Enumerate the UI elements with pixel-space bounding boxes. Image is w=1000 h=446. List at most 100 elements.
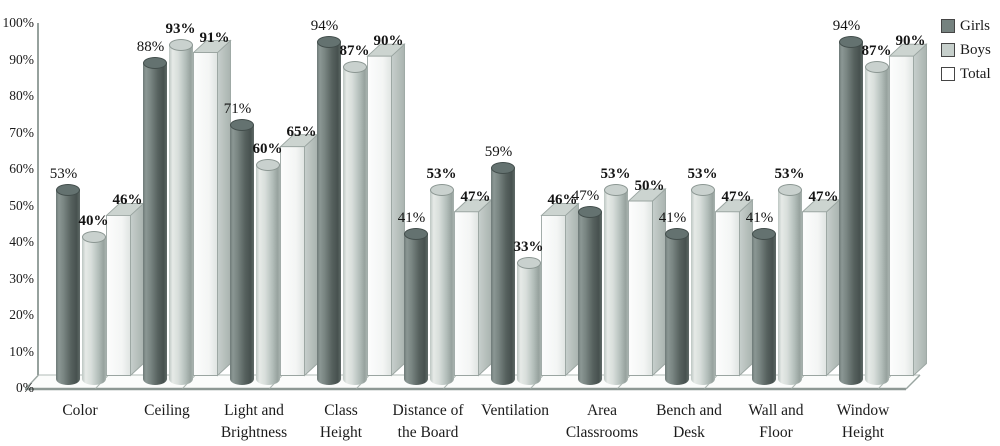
y-axis-tick: 80% bbox=[9, 88, 34, 103]
data-label: 59% bbox=[484, 144, 513, 161]
category-label: Light and Brightness bbox=[220, 402, 288, 441]
data-label: 87% bbox=[861, 43, 892, 60]
bar-boys-4-top bbox=[429, 184, 454, 197]
bar-girls-3-top bbox=[316, 35, 341, 48]
y-axis-tick: 40% bbox=[9, 234, 34, 249]
data-label: 53% bbox=[426, 166, 457, 183]
bar-girls-4-top bbox=[403, 227, 428, 240]
y-axis-tick: 70% bbox=[9, 124, 34, 140]
bar-total-0 bbox=[105, 202, 145, 377]
bar-girls-1 bbox=[142, 63, 167, 379]
category-label: Window Height bbox=[836, 402, 890, 441]
data-label: 53% bbox=[687, 166, 718, 183]
data-label: 41% bbox=[658, 209, 687, 226]
bar-girls-3 bbox=[316, 41, 341, 379]
data-label: 90% bbox=[895, 33, 926, 50]
bar-total-3 bbox=[366, 43, 406, 377]
bar-girls-2 bbox=[229, 124, 254, 379]
y-axis-tick: 100% bbox=[2, 15, 35, 30]
data-label: 47% bbox=[460, 188, 491, 205]
data-label: 41% bbox=[397, 209, 426, 226]
y-axis-tick: 0% bbox=[16, 380, 34, 395]
bar-girls-2-top bbox=[229, 118, 254, 131]
data-label: 46% bbox=[547, 192, 578, 209]
bar-girls-8 bbox=[751, 233, 776, 379]
boys-swatch-icon bbox=[941, 43, 955, 57]
data-label: 91% bbox=[199, 29, 230, 46]
bar-boys-2 bbox=[255, 164, 280, 379]
data-label: 47% bbox=[721, 188, 752, 205]
bar-girls-6-top bbox=[577, 205, 602, 218]
data-label: 65% bbox=[286, 123, 317, 140]
bar-total-2 bbox=[279, 133, 319, 377]
category-label: Area Classrooms bbox=[565, 402, 639, 441]
data-label: 94% bbox=[310, 17, 339, 34]
y-axis-tick: 90% bbox=[9, 51, 34, 67]
bar-boys-2-top bbox=[255, 158, 280, 171]
bar-total-5 bbox=[540, 202, 580, 377]
total-swatch-icon bbox=[941, 67, 955, 81]
data-label: 53% bbox=[774, 166, 805, 183]
data-label: 87% bbox=[339, 43, 370, 60]
bar-boys-9 bbox=[864, 67, 889, 379]
data-label: 46% bbox=[112, 192, 143, 209]
category-label: Ventilation bbox=[480, 402, 550, 419]
bar-girls-5 bbox=[490, 168, 515, 379]
bar-total-6 bbox=[627, 187, 667, 377]
category-label: Color bbox=[62, 402, 98, 419]
data-label: 93% bbox=[165, 21, 196, 38]
bar-boys-7 bbox=[690, 190, 715, 379]
bar-boys-7-top bbox=[690, 184, 715, 197]
bar-girls-7-top bbox=[664, 227, 689, 240]
bar-girls-8-top bbox=[751, 227, 776, 240]
bar-girls-4 bbox=[403, 233, 428, 379]
bar-boys-5 bbox=[516, 262, 541, 379]
bar-boys-5-top bbox=[516, 256, 541, 269]
legend-item-boys: Boys bbox=[941, 42, 991, 58]
legend-item-total: Total bbox=[941, 66, 991, 82]
bar-boys-1-top bbox=[168, 39, 193, 52]
bar-boys-3-top bbox=[342, 61, 367, 74]
girls-swatch-icon bbox=[941, 19, 955, 33]
bar-total-8 bbox=[801, 198, 841, 377]
bar-boys-9-top bbox=[864, 61, 889, 74]
bar-girls-7 bbox=[664, 233, 689, 379]
bar-total-1 bbox=[192, 39, 232, 377]
bar-total-4 bbox=[453, 198, 493, 377]
bar-boys-6-top bbox=[603, 184, 628, 197]
bar-boys-8-top bbox=[777, 184, 802, 197]
legend-label: Total bbox=[960, 66, 991, 82]
data-label: 90% bbox=[373, 33, 404, 50]
data-label: 33% bbox=[513, 238, 544, 255]
bar-girls-5-top bbox=[490, 162, 515, 175]
data-label: 41% bbox=[745, 209, 774, 226]
data-label: 94% bbox=[832, 17, 861, 34]
bar-girls-6 bbox=[577, 211, 602, 379]
bar-boys-8 bbox=[777, 190, 802, 379]
bar-boys-6 bbox=[603, 190, 628, 379]
bar-girls-9-top bbox=[838, 35, 863, 48]
y-axis-tick: 30% bbox=[9, 270, 34, 286]
category-label: Ceiling bbox=[144, 402, 190, 419]
category-label: Distance of the Board bbox=[392, 402, 464, 441]
bar-boys-3 bbox=[342, 67, 367, 379]
data-label: 40% bbox=[78, 213, 109, 230]
data-label: 53% bbox=[600, 166, 631, 183]
data-label: 60% bbox=[252, 140, 283, 157]
data-label: 47% bbox=[571, 187, 600, 204]
data-label: 47% bbox=[808, 188, 839, 205]
data-label: 88% bbox=[136, 39, 165, 56]
total-series-bars bbox=[95, 39, 928, 389]
category-label: Wall and Floor bbox=[748, 402, 804, 441]
category-label: Class Height bbox=[319, 402, 363, 441]
data-label: 71% bbox=[223, 100, 252, 117]
data-label: 53% bbox=[49, 166, 78, 183]
bar-total-9 bbox=[888, 43, 928, 377]
y-axis-tick: 20% bbox=[9, 307, 34, 322]
bar-boys-0-top bbox=[81, 231, 106, 244]
bar-boys-4 bbox=[429, 190, 454, 379]
bar-girls-1-top bbox=[142, 57, 167, 70]
legend: Girls Boys Total bbox=[941, 18, 991, 90]
